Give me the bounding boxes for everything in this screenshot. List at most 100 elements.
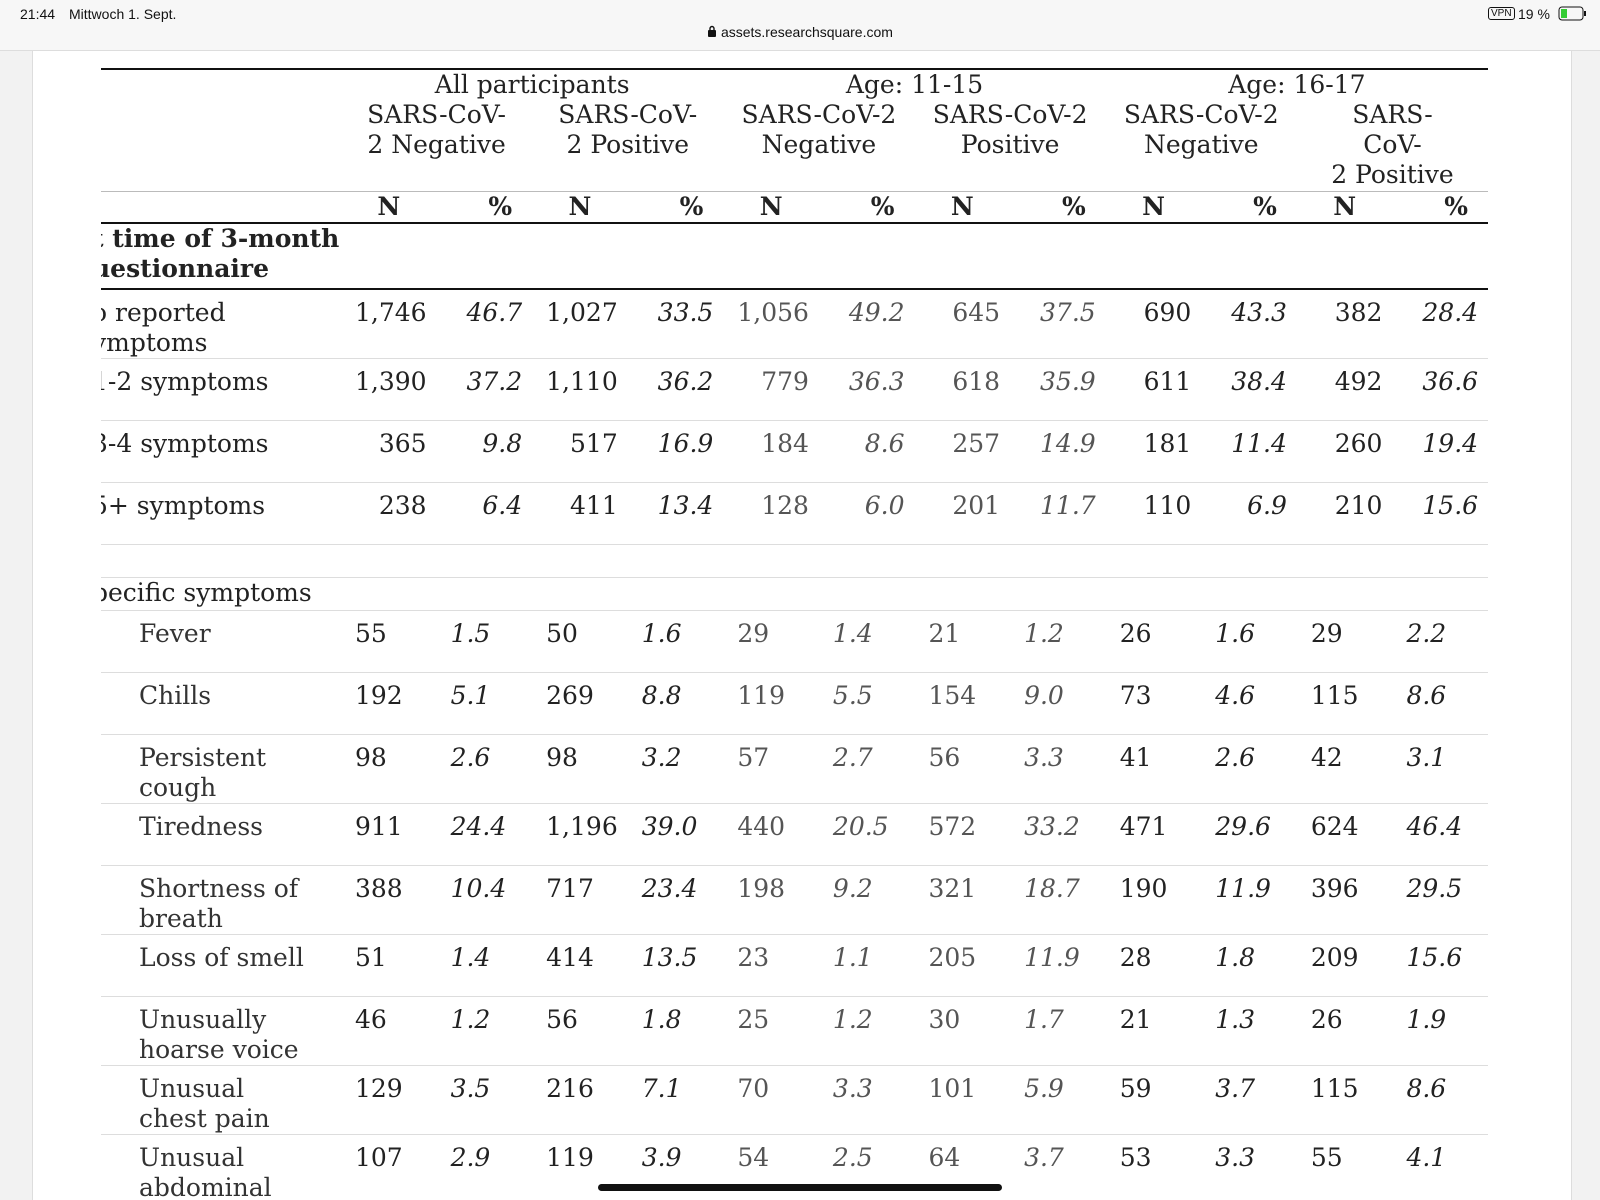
percent-cell: 46.7 — [436, 289, 533, 359]
unit-header: % — [1392, 191, 1489, 224]
percent-cell: 3.7 — [1201, 1065, 1297, 1135]
unit-header: N — [914, 191, 1011, 224]
count-cell: 471 — [1105, 803, 1202, 866]
row-label: Unusually hoarse voice — [139, 1005, 299, 1064]
count-cell: 717 — [532, 865, 628, 935]
percent-cell: 1.2 — [436, 996, 533, 1066]
percent-cell: 2.7 — [818, 734, 915, 804]
row-label-cell: Unusually hoarse voice — [101, 996, 341, 1066]
percent-cell: 10.4 — [436, 865, 533, 935]
row-label: Chills — [139, 681, 212, 710]
percent-cell: 35.9 — [1010, 358, 1106, 421]
percent-cell: 43.3 — [1201, 289, 1297, 359]
count-cell: 73 — [1105, 672, 1202, 735]
row-label-cell: Tiredness — [101, 803, 341, 866]
row-label-cell: Fever — [101, 610, 341, 673]
percent-cell: 5.9 — [1010, 1065, 1106, 1135]
percent-cell: 37.5 — [1010, 289, 1106, 359]
percent-cell: 16.9 — [627, 420, 724, 483]
count-cell: 59 — [1105, 1065, 1202, 1135]
percent-cell: 39.0 — [627, 803, 724, 866]
percent-cell: 3.1 — [1392, 734, 1489, 804]
percent-cell: 23.4 — [627, 865, 724, 935]
count-cell: 56 — [532, 996, 628, 1066]
row-label: Unusual chest pain — [139, 1074, 270, 1133]
count-cell: 1,196 — [532, 803, 628, 866]
count-cell: 53 — [1105, 1134, 1202, 1200]
unit-header: N — [341, 191, 437, 224]
count-cell: 388 — [341, 865, 437, 935]
count-cell: 115 — [1296, 672, 1393, 735]
percent-cell: 8.6 — [1392, 1065, 1489, 1135]
count-cell: 23 — [723, 934, 819, 997]
count-cell: 414 — [532, 934, 628, 997]
spacer-row — [101, 544, 1489, 578]
section-heading: t time of 3-month uestionnaire — [101, 224, 340, 283]
count-cell: 411 — [532, 482, 628, 545]
count-cell: 55 — [341, 610, 437, 673]
percent-cell: 3.7 — [1010, 1134, 1106, 1200]
percent-cell: 1.7 — [1010, 996, 1106, 1066]
percent-cell: 7.1 — [627, 1065, 724, 1135]
data-row: o reported ymptoms 1,74646.71,02733.51,05… — [101, 289, 1489, 359]
percent-cell: 38.4 — [1201, 358, 1297, 421]
row-label: Unusual abdominal pain — [139, 1143, 272, 1200]
percent-cell: 1.2 — [1010, 610, 1106, 673]
count-cell: 911 — [341, 803, 437, 866]
percent-cell: 36.3 — [818, 358, 915, 421]
count-cell: 1,110 — [532, 358, 628, 421]
count-cell: 41 — [1105, 734, 1202, 804]
section-row: pecific symptoms — [101, 577, 1489, 611]
count-cell: 611 — [1105, 358, 1202, 421]
data-row: Loss of smell 51 1.4 414 13.5 23 1.1 205 11.9 28 1… — [101, 934, 1489, 997]
percent-cell: 24.4 — [436, 803, 533, 866]
percent-cell: 15.6 — [1392, 934, 1489, 997]
subgroup-header: SARS-CoV-2 Negative — [1105, 100, 1297, 192]
percent-cell: 19.4 — [1392, 420, 1489, 483]
percent-cell: 14.9 — [1010, 420, 1106, 483]
percent-cell: 1.9 — [1392, 996, 1489, 1066]
home-indicator[interactable] — [598, 1184, 1002, 1191]
count-cell: 29 — [1296, 610, 1393, 673]
row-label: Shortness of breath — [139, 874, 299, 933]
count-cell: 624 — [1296, 803, 1393, 866]
corner-cell — [101, 100, 341, 192]
percent-cell: 6.0 — [818, 482, 915, 545]
spacer-cell — [101, 544, 1489, 578]
row-label-cell: Loss of smell — [101, 934, 341, 997]
percent-cell: 9.8 — [436, 420, 533, 483]
count-cell: 115 — [1296, 1065, 1393, 1135]
section-cell: pecific symptoms — [101, 577, 1489, 611]
count-cell: 129 — [341, 1065, 437, 1135]
url-bar[interactable]: assets.researchsquare.com — [0, 24, 1600, 40]
count-cell: 492 — [1296, 358, 1393, 421]
count-cell: 257 — [914, 420, 1011, 483]
count-cell: 28 — [1105, 934, 1202, 997]
count-cell: 42 — [1296, 734, 1393, 804]
count-cell: 110 — [1105, 482, 1202, 545]
battery-icon — [1558, 6, 1586, 21]
count-cell: 98 — [532, 734, 628, 804]
group-header: All participants — [341, 68, 724, 100]
count-cell: 269 — [532, 672, 628, 735]
percent-cell: 3.5 — [436, 1065, 533, 1135]
row-label-cell: Chills — [101, 672, 341, 735]
count-cell: 382 — [1296, 289, 1393, 359]
row-label-cell: 3-4 symptoms — [101, 420, 341, 483]
row-label: 1-2 symptoms — [101, 367, 269, 396]
percent-cell: 1.1 — [818, 934, 915, 997]
subgroup-header: SARS-CoV-2 Negative — [723, 100, 915, 192]
data-row: Chills 192 5.1 269 8.8 119 5.5 154 9.0 73 4.6 115 8.… — [101, 672, 1489, 735]
section-cell: t time of 3-month uestionnaire — [101, 223, 1489, 290]
count-cell: 517 — [532, 420, 628, 483]
percent-cell: 1.8 — [1201, 934, 1297, 997]
data-row: 3-4 symptoms 365 9.8 517 16.9 184 8.6 257 14.9 18… — [101, 420, 1489, 483]
unit-header: % — [627, 191, 724, 224]
percent-cell: 11.9 — [1201, 865, 1297, 935]
percent-cell: 1.3 — [1201, 996, 1297, 1066]
count-cell: 779 — [723, 358, 819, 421]
percent-cell: 2.2 — [1392, 610, 1489, 673]
data-row: 1-2 symptoms 1,390 37.2 1,110 36.2 779 36.3 618… — [101, 358, 1489, 421]
row-label: Loss of smell — [139, 943, 304, 972]
